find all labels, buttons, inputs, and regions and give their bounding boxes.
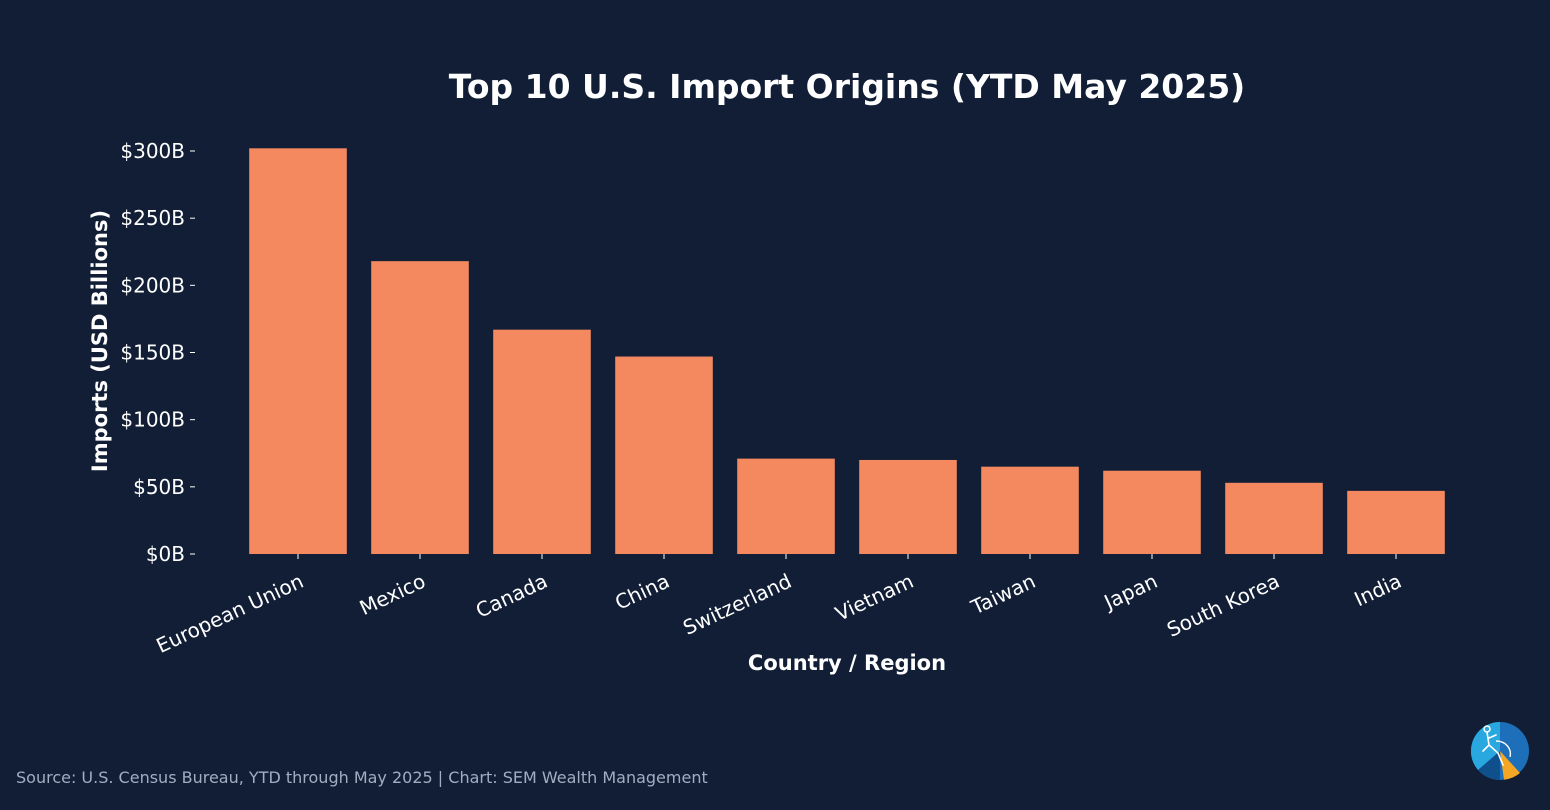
- bar: [737, 458, 835, 554]
- x-tick-label: Taiwan: [966, 569, 1039, 620]
- x-tick-label: India: [1350, 569, 1405, 611]
- y-axis: $0B $50B $100B $150B $200B $250B $300B: [120, 139, 195, 566]
- x-tick-label: Japan: [1099, 569, 1162, 615]
- bar: [493, 329, 591, 554]
- x-tick-label: Switzerland: [679, 569, 795, 640]
- bar: [249, 148, 347, 554]
- chart-title: Top 10 U.S. Import Origins (YTD May 2025…: [449, 67, 1246, 106]
- y-tick-label: $300B: [120, 139, 185, 163]
- y-tick-label: $0B: [146, 542, 185, 566]
- bar: [1103, 470, 1201, 554]
- bar: [981, 466, 1079, 554]
- bar: [371, 261, 469, 554]
- sem-logo-icon: [1470, 722, 1529, 781]
- x-tick-label: Canada: [472, 569, 551, 623]
- x-tick-label: South Korea: [1163, 569, 1283, 642]
- y-axis-label: Imports (USD Billions): [88, 210, 112, 472]
- bars: [249, 148, 1445, 554]
- y-tick-label: $50B: [133, 475, 185, 499]
- bar: [859, 459, 957, 554]
- bar: [615, 356, 713, 554]
- x-tick-label: China: [611, 569, 673, 615]
- bar: [1347, 490, 1445, 554]
- x-tick-label: Vietnam: [831, 569, 917, 626]
- y-tick-label: $100B: [120, 408, 185, 432]
- y-tick-label: $250B: [120, 206, 185, 230]
- bar: [1225, 482, 1323, 554]
- x-tick-label: European Union: [152, 569, 307, 658]
- x-tick-label: Mexico: [356, 569, 429, 620]
- x-axis-label: Country / Region: [748, 651, 946, 675]
- source-note: Source: U.S. Census Bureau, YTD through …: [16, 768, 708, 787]
- x-axis: European Union Mexico Canada China Switzerla…: [152, 554, 1405, 658]
- y-tick-label: $150B: [120, 341, 185, 365]
- y-tick-label: $200B: [120, 273, 185, 297]
